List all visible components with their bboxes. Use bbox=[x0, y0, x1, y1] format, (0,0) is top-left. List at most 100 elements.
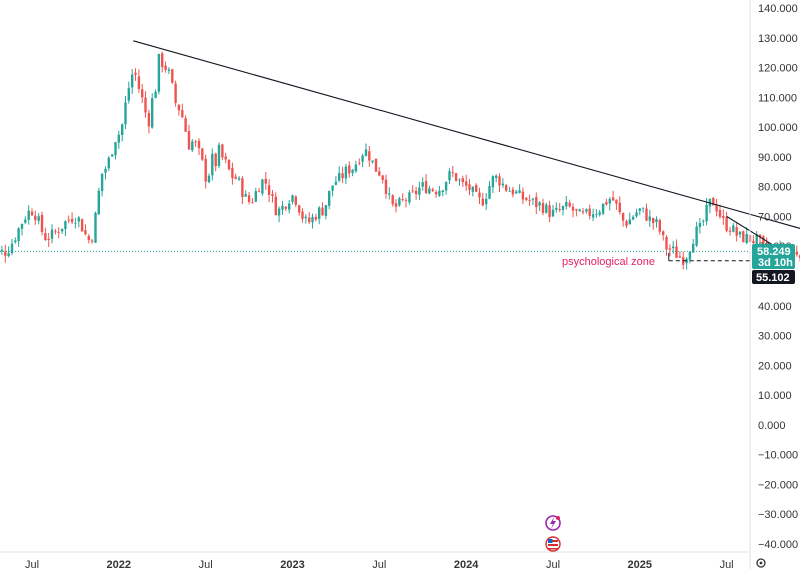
candle bbox=[284, 205, 287, 211]
x-tick-label: Jul bbox=[25, 559, 39, 569]
candle bbox=[481, 192, 484, 207]
candle bbox=[80, 218, 84, 232]
candle bbox=[652, 217, 655, 230]
x-tick-label: Jul bbox=[720, 559, 734, 569]
candle bbox=[227, 159, 231, 171]
candle bbox=[50, 224, 54, 244]
candle bbox=[695, 221, 698, 247]
candle bbox=[591, 208, 595, 222]
candle bbox=[648, 209, 651, 227]
x-tick-label: 2024 bbox=[454, 559, 479, 569]
candle bbox=[114, 141, 117, 160]
candle bbox=[595, 209, 598, 218]
candle bbox=[548, 200, 551, 223]
candle bbox=[274, 192, 277, 216]
candle bbox=[4, 244, 7, 263]
candle bbox=[758, 234, 762, 244]
candle bbox=[725, 211, 728, 233]
y-tick-label: 0.000 bbox=[758, 420, 786, 432]
candle bbox=[127, 81, 130, 104]
candle bbox=[672, 240, 675, 254]
support-tag[interactable]: 55.102 bbox=[752, 270, 795, 284]
candle bbox=[338, 166, 341, 183]
candle bbox=[17, 227, 20, 247]
candle bbox=[708, 198, 712, 214]
candle bbox=[498, 173, 501, 192]
candle bbox=[675, 239, 678, 258]
candle bbox=[621, 212, 625, 227]
settings-icon[interactable] bbox=[756, 558, 766, 568]
candle bbox=[398, 196, 401, 207]
candle bbox=[20, 223, 24, 236]
candle bbox=[528, 194, 531, 206]
candle bbox=[354, 160, 358, 173]
candle bbox=[588, 204, 591, 220]
candle bbox=[742, 230, 745, 243]
candle bbox=[0, 245, 4, 255]
candle bbox=[515, 189, 518, 195]
candle bbox=[475, 183, 478, 193]
candle bbox=[531, 197, 535, 205]
candle bbox=[14, 237, 17, 244]
y-tick-label: 100.000 bbox=[758, 122, 798, 134]
candle bbox=[364, 143, 368, 157]
y-tick-label: 140.000 bbox=[758, 3, 798, 15]
candle bbox=[214, 152, 217, 172]
candle bbox=[221, 143, 224, 161]
trendline[interactable] bbox=[133, 40, 800, 241]
candle bbox=[87, 234, 90, 244]
candle bbox=[655, 216, 658, 228]
candle bbox=[134, 68, 137, 81]
candle bbox=[434, 190, 438, 198]
candle bbox=[358, 158, 361, 166]
candle bbox=[137, 69, 141, 93]
candle bbox=[344, 163, 348, 185]
candle bbox=[618, 196, 621, 215]
candle bbox=[97, 187, 100, 215]
x-tick-label: Jul bbox=[546, 559, 560, 569]
y-axis: 140.000 130.000 120.000 110.000 100.000 90.00… bbox=[749, 0, 798, 569]
candle bbox=[271, 190, 274, 203]
candle bbox=[468, 179, 471, 196]
candle bbox=[244, 190, 247, 197]
candle bbox=[64, 220, 67, 237]
candle bbox=[194, 139, 197, 147]
candle bbox=[54, 228, 57, 235]
candle bbox=[388, 187, 391, 200]
candle bbox=[571, 203, 575, 218]
candle bbox=[177, 104, 181, 116]
candle bbox=[501, 178, 505, 188]
support-tag-value: 55.102 bbox=[756, 272, 790, 284]
us-flag-icon[interactable] bbox=[545, 536, 561, 552]
candle bbox=[384, 174, 388, 199]
candle bbox=[551, 204, 555, 218]
candle bbox=[267, 179, 271, 203]
x-axis: Jul2022Jul2023Jul2024Jul2025Jul2026Jul20… bbox=[0, 551, 750, 569]
candle bbox=[117, 130, 120, 149]
candle bbox=[715, 199, 718, 217]
y-tick-label: 20.000 bbox=[758, 360, 792, 372]
candle bbox=[361, 153, 364, 167]
candle bbox=[441, 189, 444, 197]
y-tick-label: −20.000 bbox=[758, 479, 798, 491]
candle bbox=[264, 172, 267, 190]
candle bbox=[625, 219, 628, 229]
candle bbox=[124, 95, 127, 130]
candle bbox=[545, 202, 548, 214]
candle bbox=[424, 174, 428, 194]
candle bbox=[444, 181, 448, 195]
candle bbox=[491, 175, 495, 193]
candle bbox=[565, 196, 568, 210]
lightning-icon[interactable] bbox=[545, 515, 561, 531]
y-tick-label: 130.000 bbox=[758, 33, 798, 45]
candle bbox=[408, 190, 411, 205]
candle bbox=[471, 186, 474, 197]
candle bbox=[505, 184, 508, 193]
candle bbox=[631, 215, 635, 221]
candle bbox=[167, 67, 171, 74]
candle bbox=[581, 207, 585, 215]
candle bbox=[321, 202, 324, 216]
price-tag[interactable]: 58.249 3d 10h bbox=[752, 244, 795, 269]
candle bbox=[635, 208, 638, 218]
